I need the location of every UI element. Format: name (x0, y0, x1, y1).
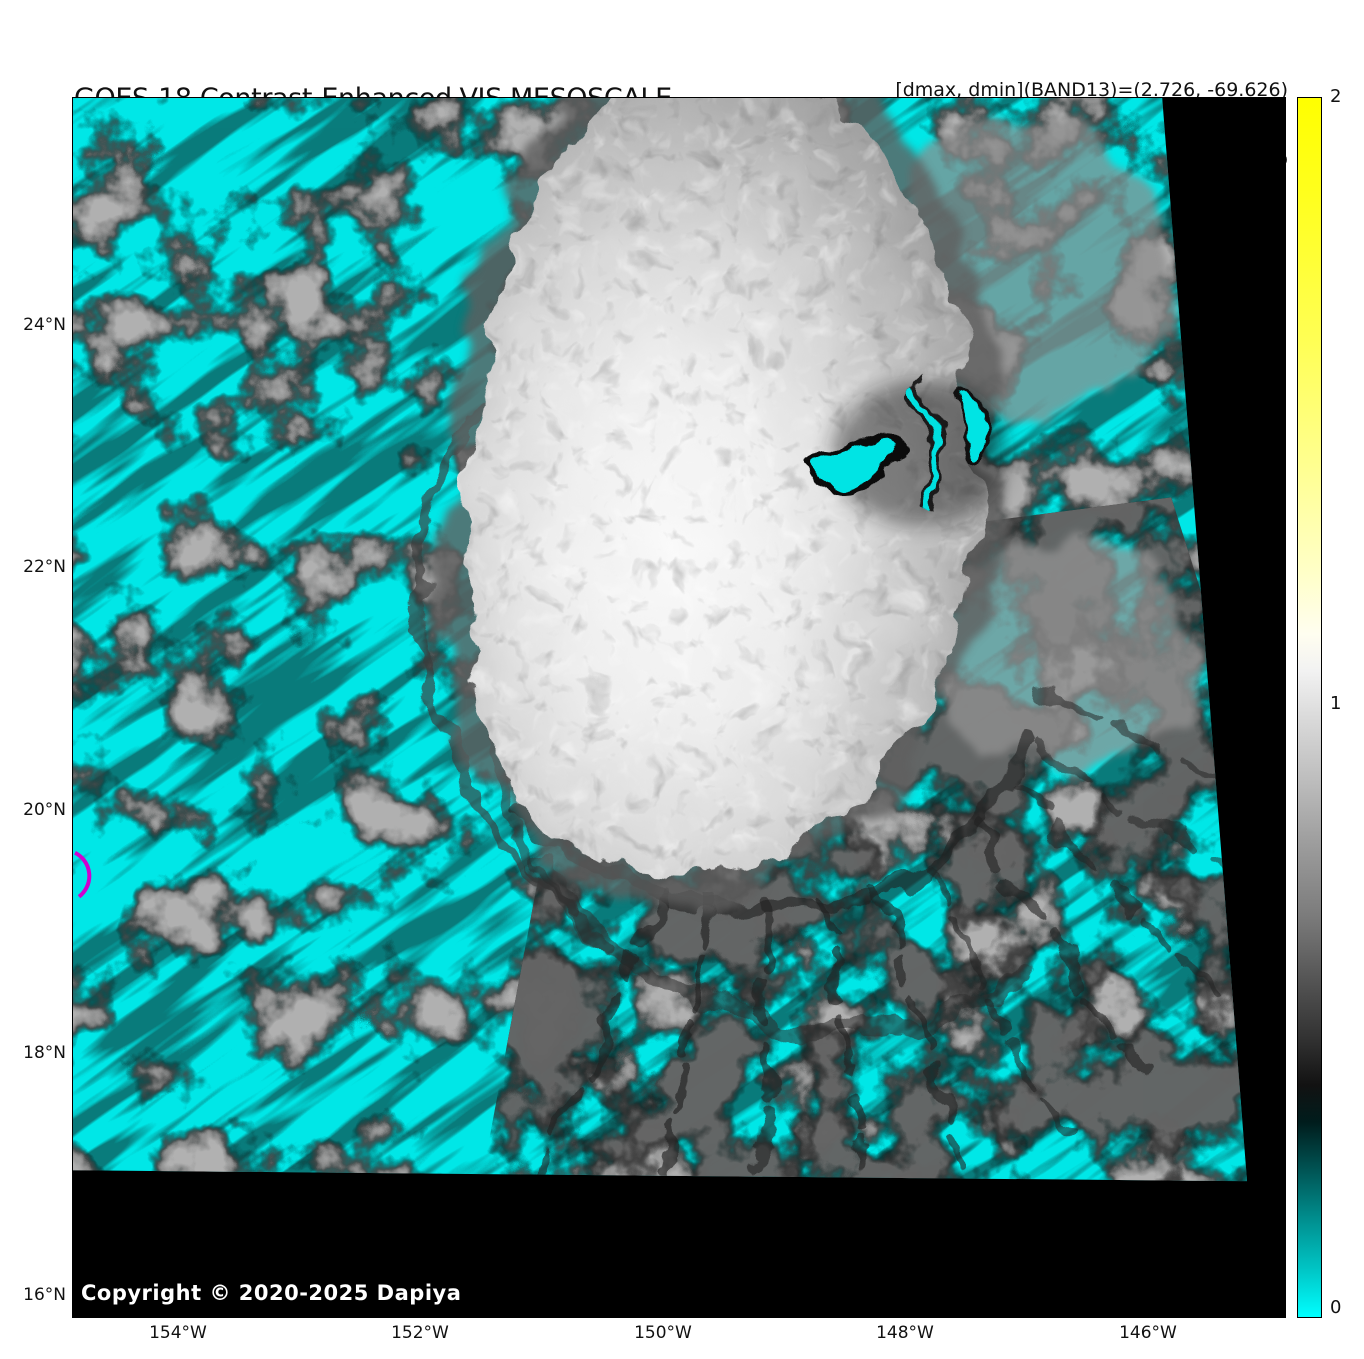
scan-data-region (73, 98, 1248, 1182)
lat-tick-24n: 24°N (23, 315, 66, 335)
colorbar-tick-0: 0 (1330, 1297, 1342, 1318)
lon-tick-150w: 150°W (634, 1323, 692, 1343)
lon-tick-154w: 154°W (149, 1323, 207, 1343)
track-marker-arc (74, 850, 92, 899)
outflow-streaks (537, 691, 1248, 1182)
lat-tick-18n: 18°N (23, 1043, 66, 1063)
eye-notch-openings (807, 376, 987, 516)
lat-tick-22n: 22°N (23, 557, 66, 577)
colorbar-tick-2: 2 (1330, 86, 1342, 107)
lat-tick-20n: 20°N (23, 800, 66, 820)
lat-tick-16n: 16°N (23, 1285, 66, 1305)
lon-tick-146w: 146°W (1119, 1323, 1177, 1343)
colorbar-tick-1: 1 (1330, 693, 1342, 714)
colorbar-gradient (1297, 97, 1322, 1318)
lon-tick-148w: 148°W (876, 1323, 934, 1343)
satellite-image-canvas (73, 98, 1285, 1317)
copyright-watermark: Copyright © 2020-2025 Dapiya (81, 1281, 462, 1305)
southeast-cloud-mass (943, 537, 1187, 773)
lon-tick-152w: 152°W (391, 1323, 449, 1343)
satellite-image: Copyright © 2020-2025 Dapiya (72, 97, 1286, 1318)
band-range-annotation: [dmax, dmin](BAND13)=(2.726, -69.626) (895, 79, 1288, 101)
